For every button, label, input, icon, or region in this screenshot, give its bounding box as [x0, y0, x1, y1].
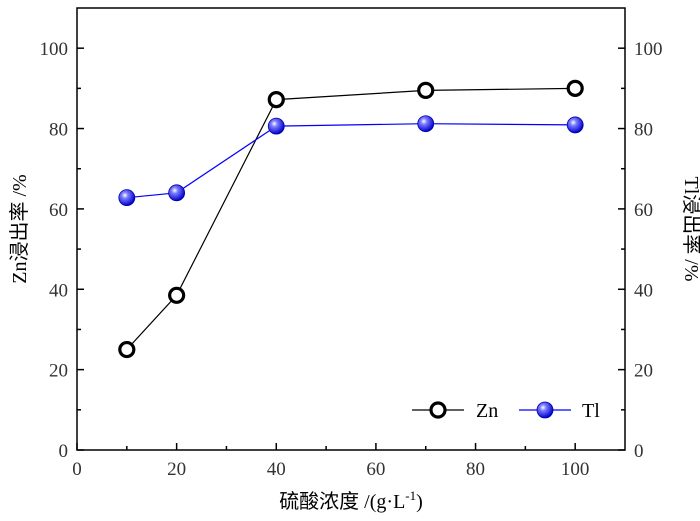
- x-tick-label: 0: [72, 459, 82, 480]
- plot-frame: [76, 7, 626, 451]
- y-right-tick-label: 40: [634, 280, 653, 301]
- legend-label-zn: Zn: [476, 400, 498, 422]
- legend-label-tl: Tl: [582, 400, 600, 422]
- y-right-tick-label: 80: [634, 120, 653, 141]
- y-right-tick-label: 20: [634, 361, 653, 382]
- data-point-tl: [417, 115, 435, 133]
- x-axis-title: 硫酸浓度 /(g·L-1): [279, 488, 423, 513]
- data-point-tl: [566, 116, 584, 134]
- legend-marker-zn: [429, 401, 447, 419]
- series-line-zn: [126, 87, 576, 350]
- y-left-tick-label: 0: [59, 441, 69, 462]
- legend-marker-tl: [536, 401, 554, 419]
- series-markers: [118, 79, 584, 359]
- y-axis-right-title: Tl浸出率 /%: [680, 177, 700, 282]
- y-right-tick-label: 100: [634, 39, 663, 60]
- y-left-tick-label: 100: [40, 39, 69, 60]
- x-tick-label: 20: [167, 459, 186, 480]
- data-point-zn: [566, 79, 584, 97]
- x-tick-label: 80: [466, 459, 485, 480]
- data-point-tl: [168, 184, 186, 202]
- series-line-tl: [126, 123, 576, 199]
- data-point-tl: [118, 189, 136, 207]
- y-right-tick-label: 60: [634, 200, 653, 221]
- y-axis-left-title: Zn浸出率 /%: [8, 174, 31, 283]
- data-point-tl: [267, 117, 285, 135]
- y-right-tick-label: 0: [634, 441, 644, 462]
- data-point-zn: [118, 340, 136, 359]
- legend: Zn Tl: [412, 400, 600, 422]
- y-left-tick-label: 40: [49, 280, 68, 301]
- x-tick-label: 40: [267, 459, 286, 480]
- data-point-zn: [267, 91, 285, 109]
- data-point-zn: [417, 81, 435, 99]
- x-tick-label: 100: [561, 459, 590, 480]
- series-lines: [126, 87, 576, 350]
- y-left-tick-label: 60: [49, 200, 68, 221]
- x-tick-label: 60: [366, 459, 385, 480]
- y-left-tick-label: 80: [49, 120, 68, 141]
- y-left-tick-label: 20: [49, 361, 68, 382]
- data-point-zn: [168, 286, 186, 304]
- axis-ticks: 0 20 40 60 80 100 0 20 40 60 80 100 0 20 40 60 80 100: [40, 39, 663, 480]
